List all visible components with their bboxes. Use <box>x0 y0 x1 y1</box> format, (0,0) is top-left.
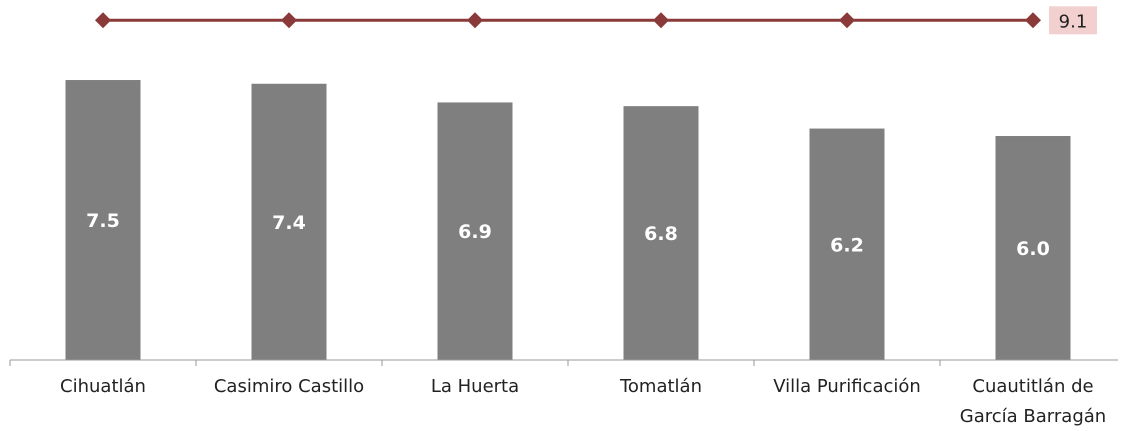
reference-marker <box>95 12 111 29</box>
data-label: 6.0 <box>1016 238 1050 260</box>
reference-marker <box>1025 12 1041 29</box>
data-label: 6.9 <box>458 221 492 243</box>
bars-group: 7.5 7.4 6.9 6.8 6.2 6.0 <box>65 80 1071 361</box>
reference-label-box <box>1049 6 1097 35</box>
reference-marker <box>653 12 669 29</box>
data-label: 7.4 <box>272 212 306 234</box>
data-label: 7.5 <box>86 210 120 232</box>
category-label: García Barragán <box>960 406 1106 427</box>
x-axis-ticks <box>9 360 941 366</box>
bar <box>65 80 141 361</box>
reference-marker <box>281 12 297 29</box>
category-label: La Huerta <box>431 376 519 397</box>
category-label: Cihuatlán <box>60 376 146 397</box>
category-label: Casimiro Castillo <box>214 376 364 397</box>
bar <box>809 128 885 360</box>
data-label: 6.8 <box>644 223 678 245</box>
reference-marker <box>839 12 855 29</box>
bar <box>623 106 699 360</box>
reference-line-group: 9.1 <box>95 6 1097 35</box>
category-labels: Cihuatlán Casimiro Castillo La Huerta Tomat… <box>60 376 1106 427</box>
bar <box>995 136 1071 360</box>
category-label: Cuautitlán de <box>972 376 1093 397</box>
reference-marker <box>467 12 483 29</box>
category-label: Tomatlán <box>619 376 702 397</box>
bar <box>437 102 513 360</box>
data-label: 6.2 <box>830 234 864 256</box>
reference-label: 9.1 <box>1059 11 1088 32</box>
bar <box>251 83 327 361</box>
category-label: Villa Purificación <box>773 376 921 397</box>
